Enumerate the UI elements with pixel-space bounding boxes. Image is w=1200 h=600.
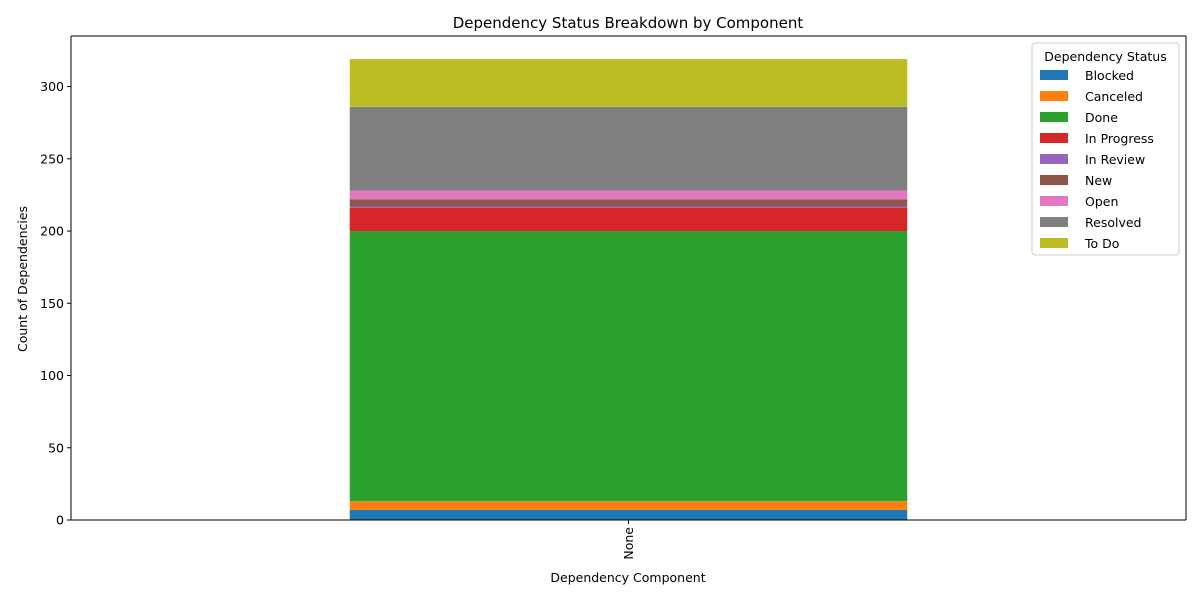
bar-segment-in-review	[349, 206, 908, 208]
legend: Dependency Status Blocked Canceled Done In P…	[1031, 42, 1180, 256]
bar-segment-in-progress	[349, 207, 908, 232]
y-tick-label: 300	[40, 79, 64, 94]
bar-stack	[349, 59, 908, 520]
legend-swatch-blocked	[1040, 70, 1068, 80]
bar-segment-resolved	[349, 106, 908, 191]
legend-label-done: Done	[1085, 110, 1118, 125]
y-tick-label: 200	[40, 224, 64, 239]
legend-swatch-resolved	[1040, 217, 1068, 227]
x-tick-label: None	[621, 527, 636, 560]
legend-frame	[1031, 42, 1180, 256]
legend-swatch-to-do	[1040, 238, 1068, 248]
legend-swatch-in-review	[1040, 154, 1068, 164]
legend-label-canceled: Canceled	[1085, 89, 1143, 104]
bar-segment-new	[349, 199, 908, 207]
legend-label-to-do: To Do	[1084, 236, 1119, 251]
legend-label-blocked: Blocked	[1085, 68, 1134, 83]
legend-swatch-new	[1040, 175, 1068, 185]
legend-swatch-in-progress	[1040, 133, 1068, 143]
legend-label-in-review: In Review	[1085, 152, 1145, 167]
bar-segment-to-do	[349, 59, 908, 107]
y-tick-label: 250	[40, 151, 64, 166]
y-tick-label: 50	[48, 440, 64, 455]
y-tick-label: 0	[56, 513, 64, 528]
legend-swatch-done	[1040, 112, 1068, 122]
bar-segment-canceled	[349, 501, 908, 510]
legend-label-open: Open	[1085, 194, 1118, 209]
y-tick-label: 100	[40, 368, 64, 383]
legend-title: Dependency Status	[1044, 49, 1167, 64]
legend-swatch-open	[1040, 196, 1068, 206]
bar-segment-blocked	[349, 509, 908, 520]
legend-label-new: New	[1085, 173, 1112, 188]
y-axis-label: Count of Dependencies	[15, 206, 30, 352]
y-tick-label: 150	[40, 296, 64, 311]
legend-label-resolved: Resolved	[1085, 215, 1141, 230]
x-axis-label: Dependency Component	[550, 570, 705, 585]
bar-segment-open	[349, 190, 908, 200]
chart-title: Dependency Status Breakdown by Component	[453, 14, 804, 32]
axes: 0 50 100 150 200 250 300 None	[40, 35, 1187, 560]
bar-segment-done	[349, 231, 908, 502]
legend-label-in-progress: In Progress	[1085, 131, 1154, 146]
legend-swatch-canceled	[1040, 91, 1068, 101]
